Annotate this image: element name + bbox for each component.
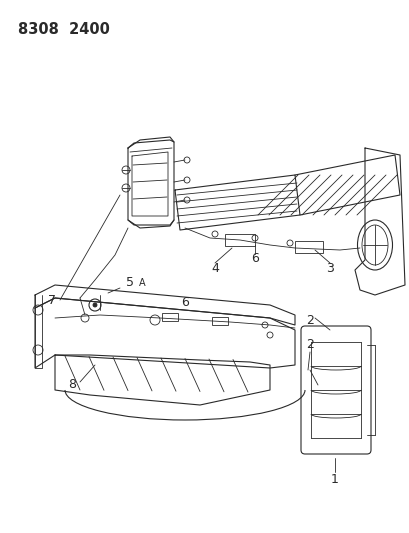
Text: 6: 6 xyxy=(250,252,258,264)
Text: 2: 2 xyxy=(305,338,313,351)
Text: A: A xyxy=(139,278,145,288)
Text: 4: 4 xyxy=(211,262,218,274)
Text: 1: 1 xyxy=(330,473,338,487)
Text: 5: 5 xyxy=(126,277,134,289)
Bar xyxy=(162,313,178,321)
Bar xyxy=(294,241,322,253)
Text: 3: 3 xyxy=(325,262,333,274)
Bar xyxy=(225,234,254,246)
Text: 8308  2400: 8308 2400 xyxy=(18,22,110,37)
Text: 7: 7 xyxy=(48,294,56,306)
Circle shape xyxy=(93,303,97,307)
Text: 6: 6 xyxy=(181,295,189,309)
Text: 2: 2 xyxy=(305,313,313,327)
Text: 8: 8 xyxy=(68,378,76,392)
Bar xyxy=(211,317,227,325)
